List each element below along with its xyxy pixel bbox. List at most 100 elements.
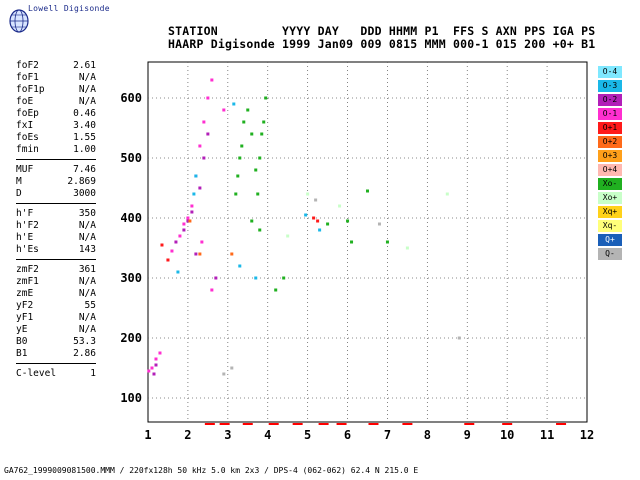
legend-item-oplus1: O+1	[598, 122, 622, 134]
legend-item-xominus: Xo-	[598, 178, 622, 190]
data-point-ominus2	[186, 219, 190, 223]
legend-item-xoplus: Xo+	[598, 192, 622, 204]
data-point-ominus1	[198, 144, 202, 148]
param-value: 1	[90, 368, 96, 379]
frequency-marker	[464, 423, 475, 425]
data-point-qminus	[230, 366, 234, 370]
param-row-hf: h'F 350	[16, 208, 96, 220]
frequency-marker	[502, 423, 513, 425]
data-point-xominus	[260, 132, 264, 136]
data-point-xoplus	[338, 204, 342, 208]
data-point-ominus1	[186, 216, 190, 220]
param-name: zmF2	[16, 264, 39, 275]
param-name: C-level	[16, 368, 57, 379]
param-row-m: M 2.869	[16, 176, 96, 188]
legend-item-qminus: Q-	[598, 248, 622, 260]
param-name: h'F	[16, 208, 34, 219]
x-tick-label: 10	[500, 428, 514, 442]
param-row-hf2: h'F2 N/A	[16, 220, 96, 232]
lowell-logo: Lowell Digisonde	[6, 2, 166, 36]
param-row-d: D 3000	[16, 188, 96, 200]
data-point-xoplus	[306, 192, 310, 196]
data-point-xominus	[238, 156, 242, 160]
legend-item-oplus3: O+3	[598, 150, 622, 162]
y-tick-label: 300	[120, 271, 142, 285]
frequency-marker	[242, 423, 253, 425]
frequency-marker	[556, 423, 567, 425]
data-point-oplus1	[166, 258, 170, 262]
data-point-ominus2	[206, 132, 210, 136]
param-value: 2.869	[67, 176, 96, 187]
data-point-ominus2	[198, 186, 202, 190]
param-row-yf2: yF2 55	[16, 300, 96, 312]
param-row-clevel: C-level 1	[16, 368, 96, 380]
data-point-xominus	[242, 120, 246, 124]
param-name: foEp	[16, 108, 39, 119]
legend-item-ominus1: O-1	[598, 108, 622, 120]
data-point-oplus1	[316, 219, 320, 223]
frequency-marker	[219, 423, 230, 425]
globe-icon	[9, 9, 29, 33]
data-point-xominus	[282, 276, 286, 280]
data-point-ominus1	[182, 222, 186, 226]
data-point-oplus2	[230, 252, 234, 256]
param-name: M	[16, 176, 22, 187]
param-row-fxi: fxI 3.40	[16, 120, 96, 132]
param-value: 350	[78, 208, 96, 219]
data-point-ominus2	[214, 276, 218, 280]
legend-item-qplus: Q+	[598, 234, 622, 246]
param-row-zmf2: zmF2 361	[16, 264, 96, 276]
x-tick-label: 4	[264, 428, 271, 442]
header-labels: STATION YYYY DAY DDD HHMM P1 FFS S AXN P…	[168, 24, 596, 38]
data-point-ominus2	[202, 156, 206, 160]
x-tick-label: 9	[464, 428, 471, 442]
param-separator	[16, 363, 96, 364]
param-value: 361	[78, 264, 96, 275]
data-point-ominus3	[176, 270, 180, 274]
param-value: N/A	[78, 276, 96, 287]
y-tick-label: 200	[120, 331, 142, 345]
data-point-qminus	[377, 222, 381, 226]
param-name: foF1p	[16, 84, 45, 95]
footer-info: GA762_1999009081500.MMM / 220fx128h 50 k…	[4, 466, 419, 475]
param-value: N/A	[78, 96, 96, 107]
data-point-ominus2	[194, 252, 198, 256]
data-point-ominus3	[254, 276, 258, 280]
param-row-yf1: yF1 N/A	[16, 312, 96, 324]
param-name: B0	[16, 336, 28, 347]
frequency-marker	[268, 423, 279, 425]
legend-item-ominus3: O-3	[598, 80, 622, 92]
param-value: 3000	[73, 188, 96, 199]
data-point-ominus2	[152, 372, 156, 376]
x-tick-label: 3	[224, 428, 231, 442]
y-tick-label: 100	[120, 391, 142, 405]
x-tick-label: 12	[580, 428, 594, 442]
data-point-xominus	[262, 120, 266, 124]
data-point-xominus	[236, 174, 240, 178]
data-point-oplus1	[160, 243, 164, 247]
param-row-b0: B0 53.3	[16, 336, 96, 348]
param-value: N/A	[78, 324, 96, 335]
param-row-zmf1: zmF1 N/A	[16, 276, 96, 288]
data-point-oplus2	[188, 219, 192, 223]
param-value: 3.40	[73, 120, 96, 131]
legend-item-ominus4: O-4	[598, 66, 622, 78]
param-value: 143	[78, 244, 96, 255]
data-point-ominus1	[202, 120, 206, 124]
data-point-ominus1	[158, 351, 162, 355]
param-row-b1: B1 2.86	[16, 348, 96, 360]
param-separator	[16, 159, 96, 160]
param-row-muf: MUF 7.46	[16, 164, 96, 176]
data-point-ominus1	[154, 357, 158, 361]
data-point-ominus3	[192, 192, 196, 196]
data-point-ominus3	[238, 264, 242, 268]
param-name: h'E	[16, 232, 34, 243]
data-point-ominus3	[232, 102, 236, 106]
header-values: HAARP Digisonde 1999 Jan09 009 0815 MMM …	[168, 37, 596, 51]
param-row-ye: yE N/A	[16, 324, 96, 336]
frequency-marker	[336, 423, 347, 425]
data-point-xominus	[385, 240, 389, 244]
data-point-xominus	[246, 108, 250, 112]
legend-item-xqplus: Xq+	[598, 206, 622, 218]
param-name: zmF1	[16, 276, 39, 287]
